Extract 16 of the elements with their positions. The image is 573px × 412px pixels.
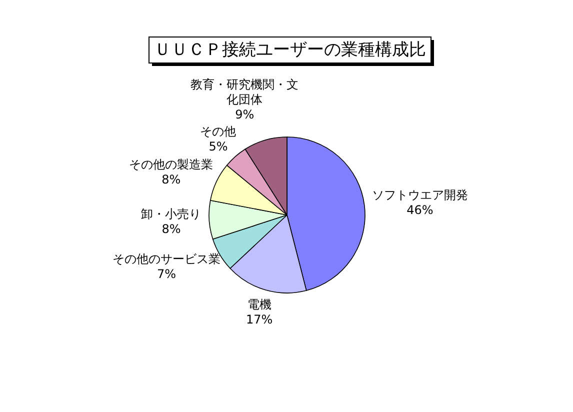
data-label: 8% (162, 172, 181, 186)
data-label: 5% (208, 140, 228, 154)
slice-label: ソフトウエア開発 (372, 188, 468, 202)
data-label: 7% (156, 266, 176, 281)
slice-label: 卸・小売り (141, 206, 202, 221)
data-label: 46% (406, 202, 434, 217)
title: ＵＵＣＰ接続ユーザーの業種構成比 (148, 36, 434, 66)
slice-label: その他の製造業 (129, 157, 214, 172)
slice-label: 教育・研究機関・文化団体 (190, 77, 299, 106)
chart-title: ＵＵＣＰ接続ユーザーの業種構成比 (154, 40, 426, 60)
data-label: 9% (235, 107, 254, 122)
slice-label: その他のサービス業 (112, 252, 220, 266)
data-label: 17% (246, 312, 273, 326)
slice-label: その他 (200, 124, 236, 139)
slice-label: 電機 (247, 297, 272, 312)
data-label: 8% (162, 222, 181, 236)
